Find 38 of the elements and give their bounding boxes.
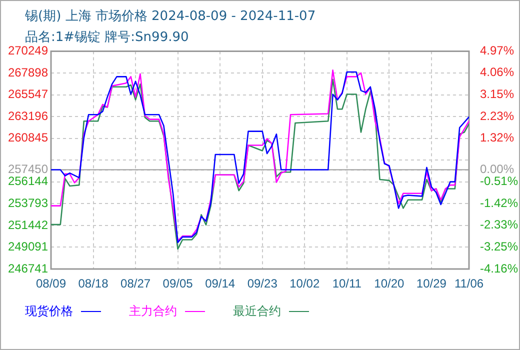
legend-label: 最近合约 xyxy=(233,303,281,320)
x-tick-label: 09/23 xyxy=(247,276,278,291)
x-tick-label: 10/11 xyxy=(332,276,362,291)
y-tick-label: 265547 xyxy=(8,87,48,102)
x-tick-label: 08/09 xyxy=(36,276,66,291)
y-tick-label: 251442 xyxy=(8,218,48,232)
y-tick-label: 257450 xyxy=(8,162,48,176)
y2-tick-label: 4.06% xyxy=(480,65,514,80)
y2-tick-label: -4.16% xyxy=(480,261,518,276)
y-tick-label: 249091 xyxy=(8,240,48,254)
chart-title: 锡(期) 上海 市场价格 2024-08-09 - 2024-11-07 xyxy=(25,8,316,25)
y2-tick-label: -0.51% xyxy=(480,174,518,188)
y2-tick-label: -1.42% xyxy=(480,196,518,210)
y-tick-label: 263196 xyxy=(8,108,48,123)
y2-tick-label: 0.00% xyxy=(480,162,514,176)
legend-label: 主力合约 xyxy=(129,303,177,320)
x-tick-label: 11/06 xyxy=(454,276,484,291)
x-tick-label: 08/18 xyxy=(78,276,109,291)
y2-tick-label: 1.32% xyxy=(480,130,514,145)
y-tick-label: 270249 xyxy=(8,44,48,58)
y-tick-label: 246741 xyxy=(8,261,48,276)
y2-tick-label: 3.15% xyxy=(480,86,514,101)
y-tick-label: 256144 xyxy=(8,174,48,188)
x-tick-label: 10/20 xyxy=(374,276,404,291)
y2-tick-label: 4.97% xyxy=(480,44,514,58)
x-tick-label: 08/27 xyxy=(120,276,151,291)
legend-label: 现货价格 xyxy=(25,303,73,320)
x-tick-label: 10/29 xyxy=(416,276,447,291)
x-tick-label: 09/14 xyxy=(205,276,236,291)
chart-subtitle: 品名:1#锡锭 牌号:Sn99.90 xyxy=(25,29,189,46)
y2-tick-label: 2.23% xyxy=(480,108,514,123)
y-tick-label: 253793 xyxy=(8,196,48,210)
x-tick-label: 09/05 xyxy=(162,276,194,291)
x-tick-label: 10/02 xyxy=(290,276,320,291)
y-tick-label: 260845 xyxy=(8,130,48,145)
y2-tick-label: -3.25% xyxy=(480,240,518,254)
y-tick-label: 267898 xyxy=(8,65,48,80)
y2-tick-label: -2.33% xyxy=(480,218,518,232)
